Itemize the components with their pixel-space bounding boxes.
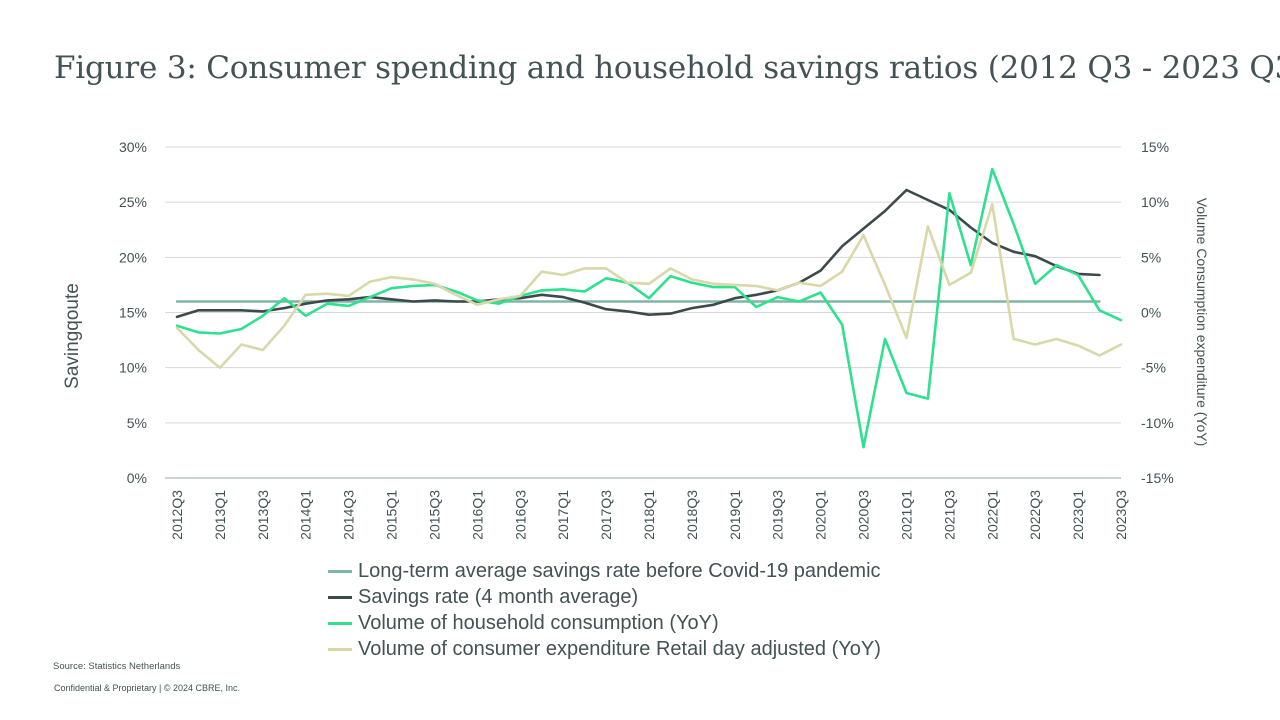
right-tick-label: -5%	[1141, 360, 1166, 376]
series-line-2	[175, 188, 1101, 319]
x-tick-label: 2022Q3	[1027, 490, 1043, 540]
series-line-4	[175, 203, 1123, 369]
right-tick-label: 15%	[1141, 139, 1169, 155]
x-tick-label: 2015Q1	[384, 490, 400, 540]
right-tick-label: 10%	[1141, 194, 1169, 210]
slide-title: Figure 3: Consumer spending and househol…	[54, 50, 1280, 86]
legend-swatch	[328, 647, 352, 651]
x-tick-label: 2018Q1	[641, 490, 657, 540]
legend-item: Volume of consumer expenditure Retail da…	[328, 636, 881, 662]
series-line-3	[175, 167, 1123, 449]
source-note: Source: Statistics Netherlands	[53, 661, 181, 672]
x-tick-label: 2018Q3	[684, 490, 700, 540]
right-tick-label: -15%	[1141, 470, 1174, 486]
legend-label: Savings rate (4 month average)	[358, 585, 639, 608]
left-tick-label: 5%	[127, 415, 147, 431]
x-axis-ticks: 2012Q3 2013Q1 2013Q3 2014Q1 2014Q3 2015Q1 2015…	[169, 490, 1129, 540]
x-tick-label: 2020Q1	[813, 490, 829, 540]
x-tick-label: 2023Q1	[1070, 490, 1086, 540]
left-tick-label: 20%	[119, 249, 147, 265]
x-tick-label: 2022Q1	[984, 490, 1000, 540]
left-tick-label: 15%	[119, 305, 147, 321]
legend-label: Volume of household consumption (YoY)	[358, 611, 719, 634]
footer-note: Confidential & Proprietary | © 2024 CBRE…	[54, 683, 241, 693]
x-tick-label: 2013Q3	[255, 490, 271, 540]
right-axis-ticks: -15% -10% -5% 0% 5% 10% 15%	[1141, 139, 1174, 486]
x-tick-label: 2016Q1	[469, 490, 485, 540]
series-lines	[175, 167, 1123, 449]
legend-swatch	[328, 621, 352, 625]
legend-label: Volume of consumer expenditure Retail da…	[358, 637, 881, 660]
left-tick-label: 25%	[119, 194, 147, 210]
left-tick-label: 10%	[119, 360, 147, 376]
x-tick-label: 2017Q1	[555, 490, 571, 540]
x-tick-label: 2012Q3	[169, 490, 185, 540]
left-tick-label: 30%	[119, 139, 147, 155]
right-tick-label: -10%	[1141, 415, 1174, 431]
legend-item: Volume of household consumption (YoY)	[328, 610, 881, 636]
legend-item: Long-term average savings rate before Co…	[328, 558, 881, 584]
right-tick-label: 5%	[1141, 249, 1161, 265]
left-tick-label: 0%	[127, 470, 147, 486]
x-tick-label: 2014Q1	[298, 490, 314, 540]
grid-lines	[165, 146, 1121, 479]
legend-label: Long-term average savings rate before Co…	[358, 559, 881, 582]
x-tick-label: 2021Q3	[941, 490, 957, 540]
legend-swatch	[328, 569, 352, 573]
right-tick-label: 0%	[1141, 305, 1161, 321]
x-tick-label: 2014Q3	[341, 490, 357, 540]
x-tick-label: 2019Q3	[770, 490, 786, 540]
x-tick-label: 2020Q3	[856, 490, 872, 540]
x-tick-label: 2019Q1	[727, 490, 743, 540]
x-tick-label: 2021Q1	[898, 490, 914, 540]
x-tick-label: 2017Q3	[598, 490, 614, 540]
x-tick-label: 2013Q1	[212, 490, 228, 540]
x-tick-label: 2016Q3	[512, 490, 528, 540]
left-axis-ticks: 0% 5% 10% 15% 20% 25% 30%	[119, 139, 147, 486]
legend-item: Savings rate (4 month average)	[328, 584, 881, 610]
right-axis-title: Volume Consumption expenditure (YoY)	[1194, 198, 1210, 447]
left-axis-title: Savingqoute	[62, 283, 83, 389]
x-tick-label: 2015Q3	[426, 490, 442, 540]
legend: Long-term average savings rate before Co…	[328, 558, 881, 662]
x-tick-label: 2023Q3	[1113, 490, 1129, 540]
legend-swatch	[328, 595, 352, 599]
